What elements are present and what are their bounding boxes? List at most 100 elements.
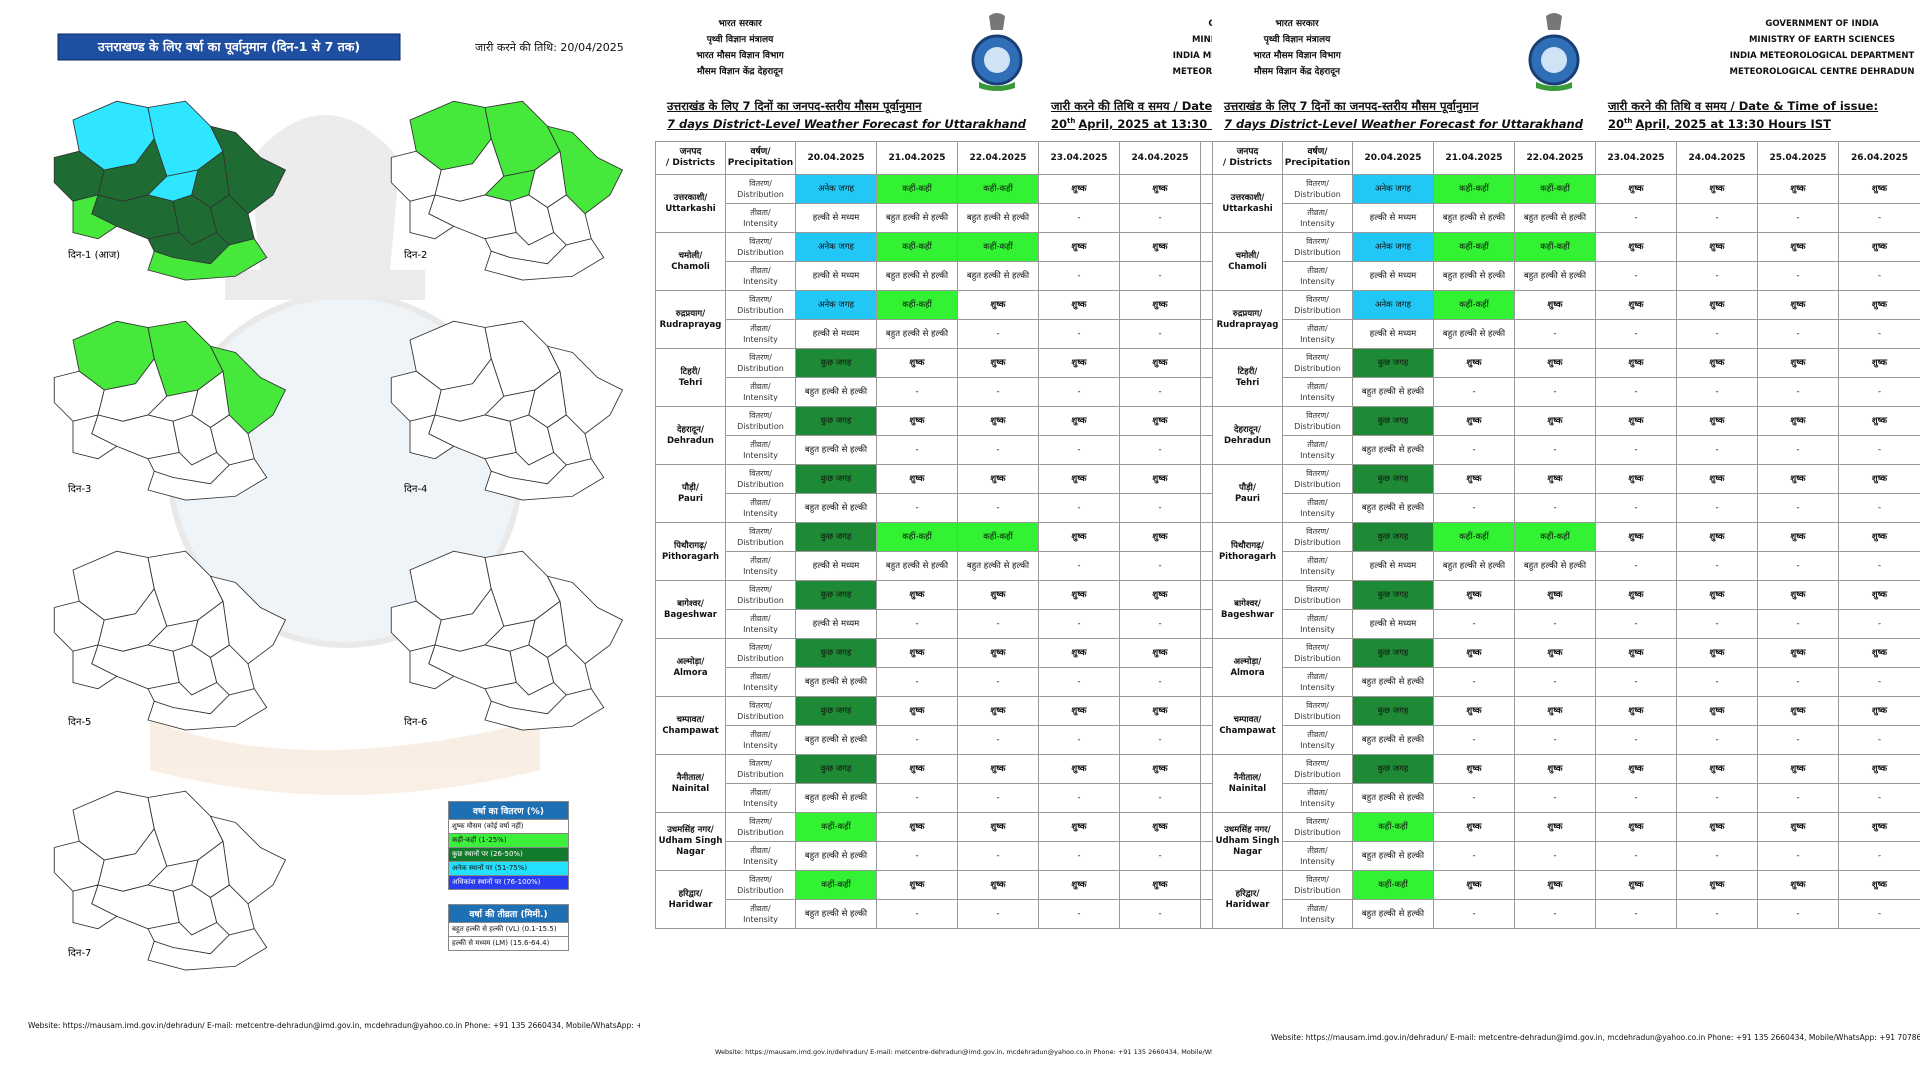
label-text: Distribution	[737, 712, 784, 721]
district-name: अल्मोड़ा/Almora	[1212, 638, 1283, 697]
forecast-table: जनपद / Districts वर्षण/Precipitation 20.04.…	[655, 141, 1212, 929]
imd-emblem	[1528, 13, 1580, 91]
row-label: तीव्रता/ Intensity	[725, 203, 796, 233]
distribution-cell: कुछ जगह	[1352, 580, 1434, 610]
header-line: पृथ्वी विज्ञान मंत्रालय	[706, 35, 774, 45]
label-text: तीव्रता/	[1307, 614, 1328, 623]
distribution-cell: कुछ जगह	[1352, 754, 1434, 784]
district-english: Udham Singh Nagar	[658, 836, 723, 857]
distribution-cell: कुछ जगह	[1352, 638, 1434, 668]
label-text: वितरण/	[1306, 353, 1329, 362]
intensity-cell: -	[1838, 725, 1920, 755]
label-text: Intensity	[1300, 683, 1335, 692]
intensity-cell: -	[1595, 493, 1677, 523]
distribution-cell: शुष्क	[1757, 174, 1839, 204]
district-hindi: चम्पावत/	[1233, 714, 1262, 725]
intensity-cell: -	[1838, 667, 1920, 697]
district-hindi: हरिद्वार/	[678, 888, 703, 899]
distribution-cell: शुष्क	[1038, 174, 1120, 204]
label-text: वितरण/	[1306, 411, 1329, 420]
label-text: Distribution	[1294, 306, 1341, 315]
label-text: Intensity	[1300, 915, 1335, 924]
intensity-cell: -	[1433, 783, 1515, 813]
row-label: वितरण/Distribution	[725, 638, 796, 668]
row-label: वितरण/Distribution	[725, 464, 796, 494]
intensity-cell: -	[1838, 841, 1920, 871]
emblem-core	[984, 47, 1010, 73]
date-header: 23.04.2025	[1595, 141, 1677, 175]
intensity-cell: बहुत हल्की से हल्की	[1352, 435, 1434, 465]
intensity-cell: -	[876, 377, 958, 407]
intensity-cell: -	[1433, 667, 1515, 697]
distribution-cell: शुष्क	[1038, 754, 1120, 784]
distribution-cell: शुष्क	[876, 348, 958, 378]
distribution-cell: शुष्क	[1119, 522, 1201, 552]
distribution-cell: शुष्क	[1838, 580, 1920, 610]
label-text: Intensity	[743, 625, 778, 634]
forecast-page: भारत सरकार पृथ्वी विज्ञान मंत्रालय भारत मौ…	[1212, 0, 1920, 1080]
distribution-cell: कुछ जगह	[795, 522, 877, 552]
label-text: वितरण/	[1306, 237, 1329, 246]
distribution-cell: शुष्क	[1514, 812, 1596, 842]
label-text: Distribution	[1294, 712, 1341, 721]
row-label: तीव्रता/ Intensity	[1282, 725, 1353, 755]
label-text: वितरण/	[1306, 643, 1329, 652]
row-label: तीव्रता/ Intensity	[1282, 899, 1353, 929]
intensity-cell: -	[1038, 377, 1120, 407]
intensity-cell: -	[1200, 493, 1212, 523]
row-label: तीव्रता/ Intensity	[725, 261, 796, 291]
district-hindi: रुद्रप्रयाग/	[1232, 308, 1263, 319]
intensity-row: तीव्रता/Intensity बहुत हल्की से हल्की - - - -…	[1213, 899, 1920, 929]
intensity-cell: -	[957, 783, 1039, 813]
intensity-cell: -	[1676, 783, 1758, 813]
distribution-cell: शुष्क	[1676, 348, 1758, 378]
district-name: रुद्रप्रयाग/Rudraprayag	[1212, 290, 1283, 349]
intensity-cell: -	[1038, 609, 1120, 639]
distribution-row: उधमसिंह नगर/Udham Singh Nagar वितरण/Distr…	[655, 812, 1212, 871]
district-english: Haridwar	[668, 899, 713, 910]
distribution-cell: शुष्क	[1038, 348, 1120, 378]
district-hindi: उधमसिंह नगर/	[1224, 825, 1271, 835]
label-text: तीव्रता/	[1307, 440, 1328, 449]
intensity-cell: -	[1757, 319, 1839, 349]
intensity-cell: -	[1514, 377, 1596, 407]
intensity-cell: बहुत हल्की से हल्की	[795, 725, 877, 755]
district-hindi: रुद्रप्रयाग/	[675, 308, 706, 319]
intensity-cell: -	[1838, 435, 1920, 465]
district-hindi: नैनीताल/	[1233, 772, 1262, 783]
distribution-cell: शुष्क	[1595, 406, 1677, 436]
label-text: Distribution	[1294, 248, 1341, 257]
label-text: तीव्रता/	[750, 266, 771, 275]
header-text: / Districts	[1222, 158, 1273, 168]
district-hindi: उधमसिंह नगर/	[667, 825, 714, 835]
precip-header: वर्षण/Precipitation	[1282, 141, 1353, 175]
row-label: तीव्रता/ Intensity	[725, 899, 796, 929]
intensity-cell: -	[1838, 551, 1920, 581]
header-line: GOVERNMENT OF INDIA	[1208, 19, 1212, 29]
row-label: तीव्रता/ Intensity	[725, 841, 796, 871]
emblem-crest	[989, 13, 1005, 30]
distribution-cell: शुष्क	[1200, 580, 1212, 610]
distribution-row: पिथौरागढ़/Pithoragarh वितरण/Distribution क…	[655, 522, 1212, 581]
intensity-row: तीव्रता/Intensity बहुत हल्की से हल्की - - - -…	[656, 493, 1212, 523]
district-hindi: देहरादून/	[676, 424, 705, 435]
distribution-cell: शुष्क	[1119, 174, 1201, 204]
district-english: Chamoli	[1228, 261, 1267, 272]
intensity-cell: -	[1757, 783, 1839, 813]
date-header: 20.04.2025	[1352, 141, 1434, 175]
intensity-cell: -	[1119, 725, 1201, 755]
distribution-row: चम्पावत/Champawat वितरण/Distribution कुछ ज…	[655, 696, 1212, 755]
distribution-row: टिहरी/Tehri वितरण/Distribution कुछ जगह शुष्…	[1212, 348, 1920, 407]
row-label: वितरण/Distribution	[725, 870, 796, 900]
intensity-cell: -	[1119, 203, 1201, 233]
header-text: / Districts	[665, 158, 716, 168]
distribution-row: पौड़ी/Pauri वितरण/Distribution कुछ जगह शुष्…	[655, 464, 1212, 523]
distribution-cell: अनेक जगह	[795, 232, 877, 262]
label-text: वितरण/	[749, 701, 772, 710]
district-english: Dehradun	[1224, 435, 1271, 446]
header-text: वर्षण/	[750, 147, 771, 157]
intensity-cell: -	[1757, 435, 1839, 465]
distribution-cell: शुष्क	[1676, 696, 1758, 726]
intensity-row: तीव्रता/Intensity बहुत हल्की से हल्की - - - -…	[1213, 667, 1920, 697]
